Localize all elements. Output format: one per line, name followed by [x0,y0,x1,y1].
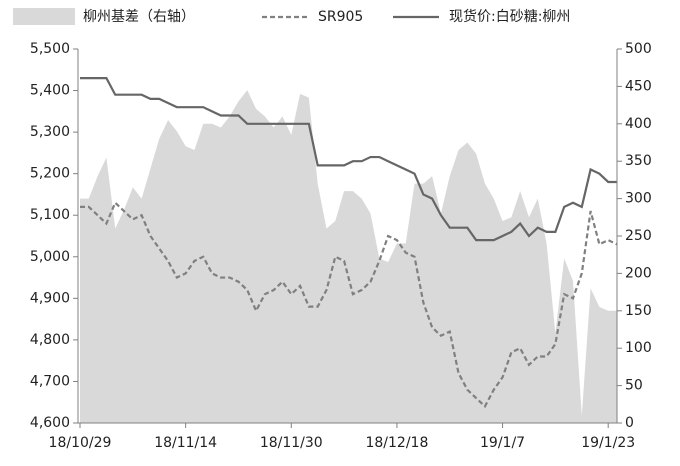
y-tick-label: 4,900 [30,290,70,306]
y2-tick-label: 200 [625,265,652,281]
y-tick-label: 5,000 [30,249,70,265]
y-tick-label: 4,600 [30,415,70,431]
x-tick-label: 18/10/29 [49,435,112,451]
y-tick-label: 5,100 [30,207,70,223]
x-tick-label: 18/12/18 [365,435,428,451]
legend-label: 柳州基差（右轴） [83,8,195,25]
y-tick-label: 5,200 [30,166,70,182]
x-tick-label: 18/11/30 [260,435,323,451]
legend-swatch [13,8,75,25]
x-tick-label: 19/1/7 [480,435,525,451]
x-tick-label: 18/11/14 [154,435,217,451]
y-tick-label: 4,700 [30,373,70,389]
y-tick-label: 5,300 [30,124,70,140]
y2-tick-label: 450 [625,78,652,94]
legend-label: 现货价:白砂糖:柳州 [449,8,570,25]
plot-area [80,76,618,423]
y2-tick-label: 250 [625,228,652,244]
basis-area [80,90,617,423]
y2-tick-label: 500 [625,41,652,57]
y2-tick-label: 400 [625,116,652,132]
y2-tick-label: 50 [625,378,643,394]
legend-label: SR905 [318,9,363,25]
y-tick-label: 5,500 [30,41,70,57]
y-tick-label: 4,800 [30,332,70,348]
y2-tick-label: 100 [625,340,652,356]
y2-tick-label: 0 [625,415,634,431]
y2-tick-label: 300 [625,191,652,207]
x-tick-label: 19/1/23 [581,435,635,451]
y2-tick-label: 150 [625,303,652,319]
series-line [80,200,618,409]
y-tick-label: 5,400 [30,83,70,99]
y2-tick-label: 350 [625,153,652,169]
series-line [80,76,617,242]
